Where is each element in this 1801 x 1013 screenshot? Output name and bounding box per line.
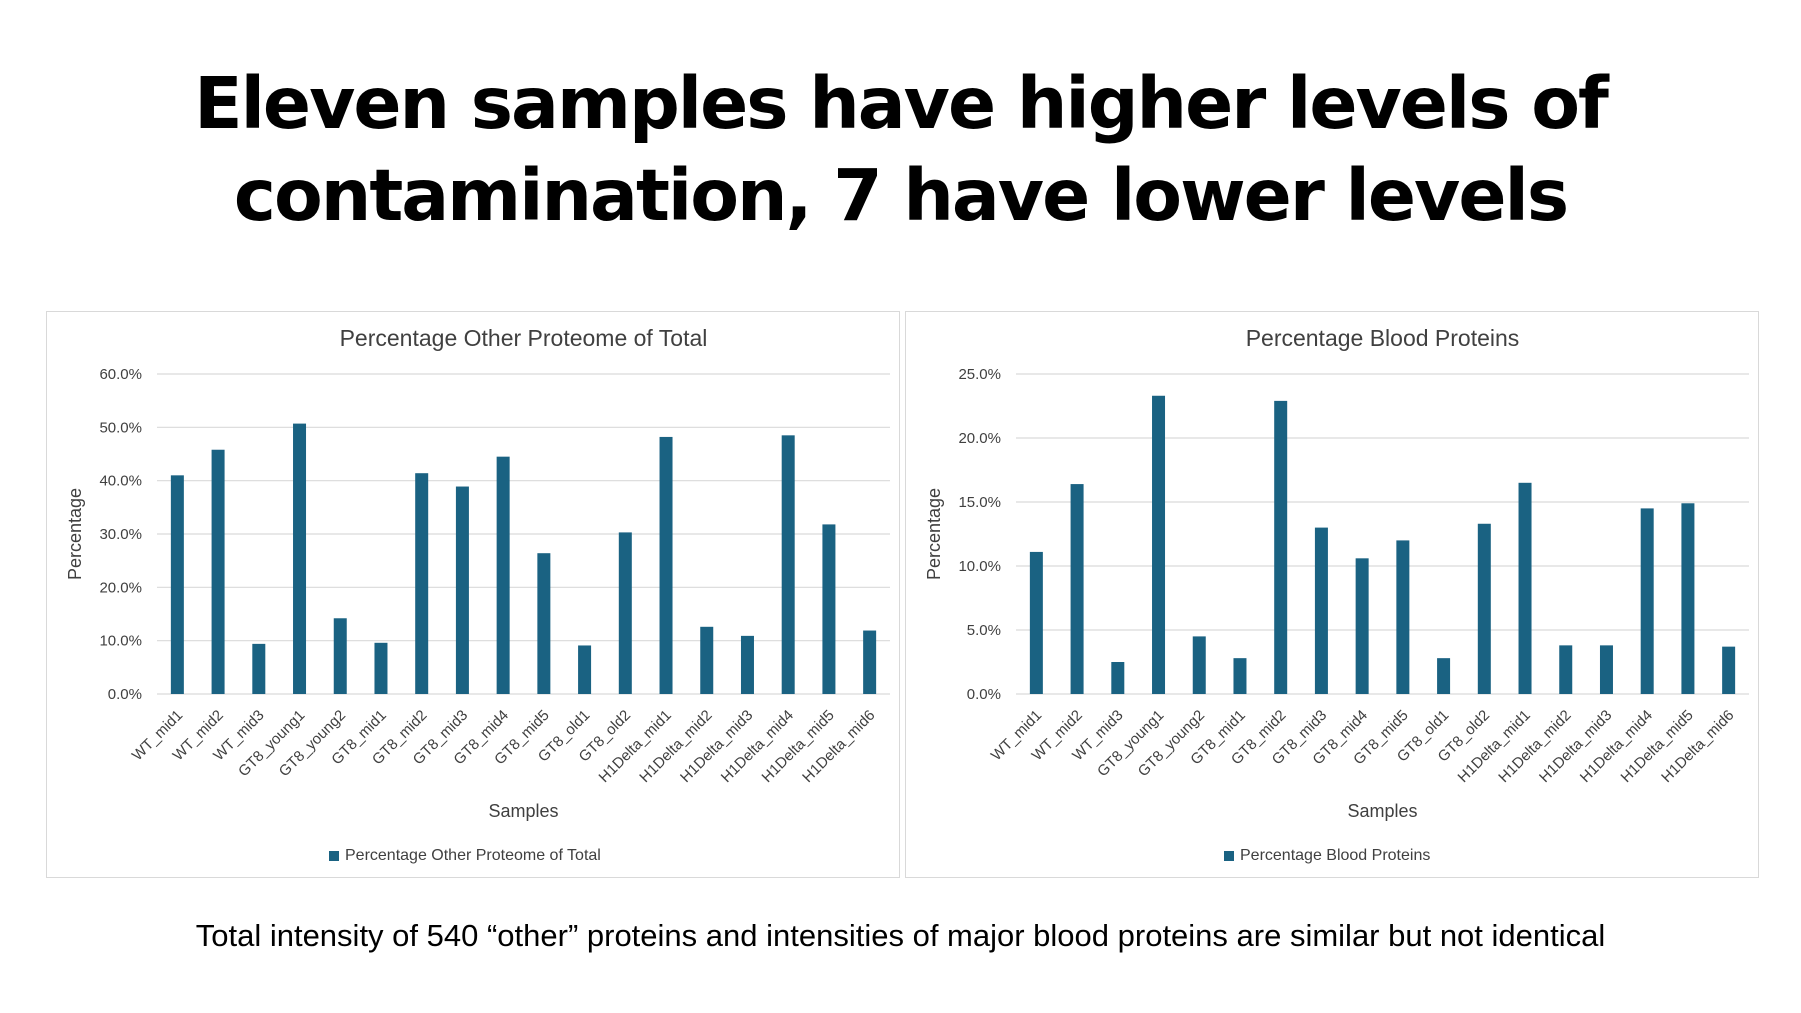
y-tick-label: 20.0% (99, 579, 142, 596)
bar (1029, 551, 1043, 694)
bar (740, 635, 754, 694)
bar (1192, 636, 1206, 694)
chart-blood-proteins-svg: Percentage Blood Proteins 0.0% 5.0% 10.0% 15… (924, 325, 1749, 864)
y-tick-label: 50.0% (99, 419, 142, 436)
bar (1477, 523, 1491, 694)
bar (1437, 658, 1451, 694)
bar (537, 553, 551, 694)
bar (863, 630, 877, 694)
y-tick-label: 30.0% (99, 526, 142, 543)
bar (1355, 558, 1369, 694)
bar (415, 473, 429, 694)
bar (374, 642, 388, 694)
bar (822, 524, 836, 694)
headline-line-1: Eleven samples have higher levels of (194, 62, 1609, 145)
bar (1681, 503, 1695, 694)
x-tick-label: H1Delta_mid6 (1658, 707, 1737, 786)
bar (1274, 400, 1288, 694)
y-tick-label: 60.0% (99, 366, 142, 383)
bar (1111, 662, 1125, 694)
bar (1314, 527, 1328, 694)
chart-title: Percentage Other Proteome of Total (340, 325, 708, 351)
bar (211, 449, 225, 694)
y-tick-label: 10.0% (99, 633, 142, 650)
x-axis-label: Samples (488, 801, 558, 821)
bar (618, 532, 632, 694)
y-tick-label: 40.0% (99, 473, 142, 490)
y-axis-label: Percentage (65, 488, 85, 580)
y-tick-label: 0.0% (108, 686, 142, 703)
bar (1152, 395, 1166, 694)
bar (781, 435, 795, 694)
bar (170, 475, 184, 694)
bar (1722, 646, 1736, 694)
slide-headline: Eleven samples have higher levels of con… (0, 58, 1801, 242)
y-tick-label: 20.0% (958, 430, 1001, 447)
chart-other-proteome: Percentage Other Proteome of Total 0.0% 10… (46, 311, 900, 878)
y-tick-label: 5.0% (967, 622, 1001, 639)
y-tick-label: 15.0% (958, 494, 1001, 511)
y-tick-label: 0.0% (967, 686, 1001, 703)
chart-title: Percentage Blood Proteins (1246, 325, 1520, 351)
chart-blood-proteins: Percentage Blood Proteins 0.0% 5.0% 10.0% 15… (905, 311, 1759, 878)
y-axis-label: Percentage (924, 488, 944, 580)
bar (1518, 482, 1532, 694)
legend-swatch (329, 851, 339, 861)
x-tick-label: H1Delta_mid6 (799, 707, 878, 786)
x-axis-label: Samples (1347, 801, 1417, 821)
chart-other-proteome-svg: Percentage Other Proteome of Total 0.0% 10… (65, 325, 890, 864)
legend-swatch (1224, 851, 1234, 861)
bar (1396, 540, 1410, 694)
bar (1599, 645, 1613, 694)
bar (455, 486, 469, 694)
bar (496, 456, 510, 694)
bar (252, 643, 266, 694)
bar (1559, 645, 1573, 694)
bar (1070, 484, 1084, 694)
legend-label: Percentage Other Proteome of Total (345, 847, 601, 864)
bar (659, 436, 673, 694)
legend-label: Percentage Blood Proteins (1240, 847, 1430, 864)
bar (293, 423, 307, 694)
y-tick-label: 10.0% (958, 558, 1001, 575)
bar (333, 618, 347, 694)
bar (1233, 658, 1247, 694)
bar (1640, 508, 1654, 694)
bar (700, 626, 714, 694)
headline-line-2: contamination, 7 have lower levels (233, 154, 1569, 237)
bar (578, 645, 592, 694)
slide-caption: Total intensity of 540 “other” proteins … (195, 918, 1606, 953)
y-tick-label: 25.0% (958, 366, 1001, 383)
